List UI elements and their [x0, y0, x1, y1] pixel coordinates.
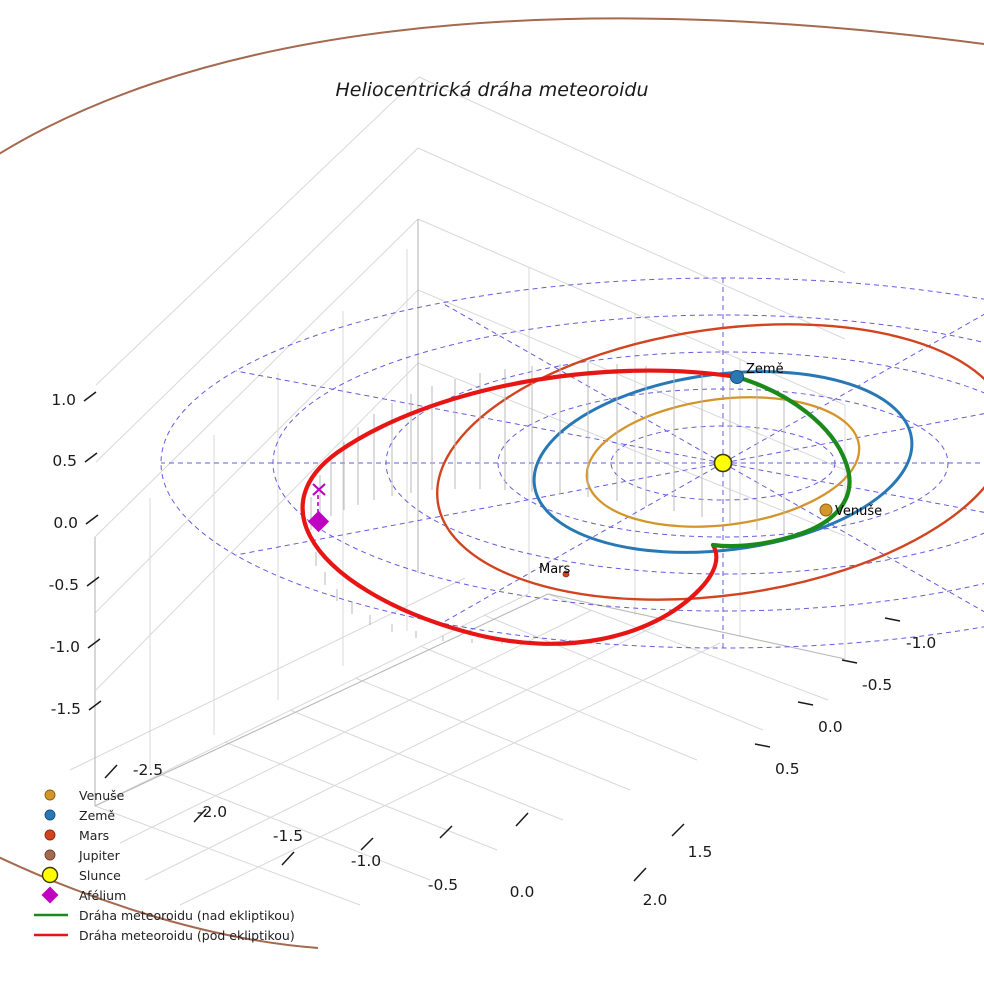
legend-item-above-ecliptic[interactable]: Dráha meteoroidu (nad ekliptikou)	[34, 908, 295, 923]
legend-label-4: Slunce	[79, 868, 121, 883]
earth-label: Země	[746, 362, 784, 377]
y-tick-3: 0.5	[775, 760, 800, 778]
legend-item-zeme[interactable]: Země	[44, 808, 115, 823]
y-tick-0: -1.0	[906, 634, 936, 652]
earth-dot-icon	[44, 809, 56, 821]
earth-marker	[730, 370, 744, 384]
legend-label-1: Země	[79, 808, 115, 823]
x-tick-7: 2.0	[643, 891, 668, 909]
aphelion-diamond-icon	[41, 886, 59, 904]
legend-item-afelium[interactable]: Afélium	[41, 886, 127, 904]
legend-label-5: Afélium	[79, 888, 126, 903]
aphelion-cross-icon	[312, 483, 326, 496]
x-tick-3: -1.0	[351, 852, 381, 870]
x-tick-4: -0.5	[428, 876, 458, 894]
axes-pane-grid	[69, 76, 846, 906]
legend-label-2: Mars	[79, 828, 109, 843]
z-tick-5: -1.5	[51, 700, 81, 718]
sun-dot-icon	[41, 866, 59, 884]
y-axis-ticks: -1.0 -0.5 0.0 0.5	[754, 617, 936, 778]
legend-label-0: Venuše	[79, 788, 125, 803]
x-tick-6: 1.5	[688, 843, 713, 861]
meteoroid-path-above-ecliptic	[710, 374, 852, 549]
venus-label: Venuše	[835, 504, 882, 519]
page-title: Heliocentrická dráha meteoroidu	[335, 79, 648, 101]
aphelion-marker	[307, 510, 330, 533]
z-tick-4: -1.0	[50, 638, 80, 656]
sun-marker	[713, 453, 733, 473]
z-tick-3: -0.5	[49, 576, 79, 594]
venus-dot-icon	[44, 789, 56, 801]
legend-item-jupiter[interactable]: Jupiter	[44, 848, 121, 863]
z-tick-2: 0.0	[53, 514, 78, 532]
z-tick-1: 0.5	[52, 452, 77, 470]
legend: Venuše Země Mars Jupiter Slunce Afélium	[34, 788, 295, 943]
jupiter-dot-icon	[44, 849, 56, 861]
mars-dot-icon	[44, 829, 56, 841]
polar-grid	[160, 277, 984, 649]
legend-item-mars[interactable]: Mars	[44, 828, 109, 843]
y-tick-2: 0.0	[818, 718, 843, 736]
x-tick-1: -2.0	[197, 803, 227, 821]
legend-label-6: Dráha meteoroidu (nad ekliptikou)	[79, 908, 295, 923]
orbit-jupiter	[0, 17, 984, 949]
z-tick-0: 1.0	[51, 391, 76, 409]
mars-marker	[562, 570, 570, 578]
x-tick-0: -2.5	[133, 761, 163, 779]
x-axis-ticks: -2.5 -2.0 -1.5 -1.0 -0.5 0.0 1.5 2.0	[104, 761, 713, 909]
z-axis-ticks: 1.0 0.5 0.0 -0.5 -1.0 -1.5	[49, 391, 102, 718]
stem-lines	[310, 363, 785, 644]
x-tick-2: -1.5	[273, 827, 303, 845]
mars-label: Mars	[539, 562, 571, 577]
orbit-mars	[436, 323, 984, 601]
meteoroid-path-below-ecliptic	[300, 368, 740, 646]
legend-item-venuse[interactable]: Venuše	[44, 788, 125, 803]
orbit-venus	[585, 396, 861, 528]
aphelion-group	[307, 483, 330, 533]
x-tick-5: 0.0	[510, 883, 535, 901]
legend-item-slunce[interactable]: Slunce	[41, 866, 122, 884]
legend-item-below-ecliptic[interactable]: Dráha meteoroidu (pod ekliptikou)	[34, 928, 295, 943]
venus-marker	[819, 503, 833, 517]
legend-label-3: Jupiter	[78, 848, 121, 863]
legend-label-7: Dráha meteoroidu (pod ekliptikou)	[79, 928, 295, 943]
y-tick-1: -0.5	[862, 676, 892, 694]
